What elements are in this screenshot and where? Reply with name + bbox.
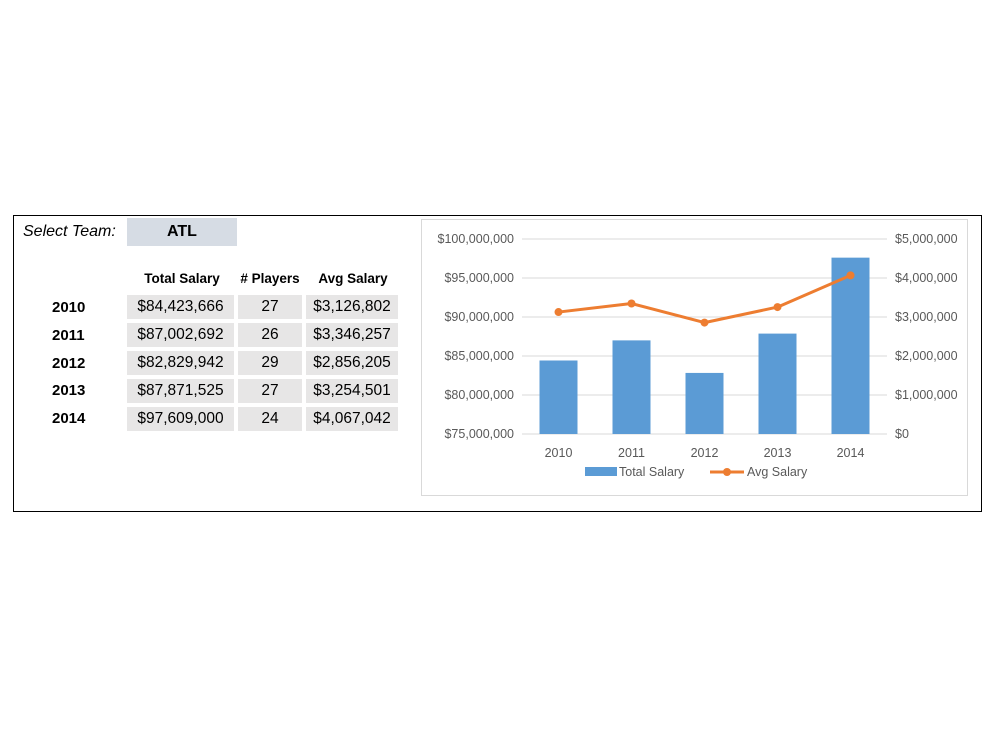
left-axis-tick-label: $95,000,000 — [444, 271, 514, 285]
left-axis-tick-label: $85,000,000 — [444, 349, 514, 363]
team-salary-panel: Select Team: ATL Total Salary # Players … — [13, 215, 982, 512]
total-salary-cell: $97,609,000 — [127, 407, 234, 431]
x-axis-tick-label: 2011 — [618, 446, 645, 460]
avg-salary-cell: $3,254,501 — [306, 379, 398, 403]
bar-total-salary — [539, 360, 578, 434]
left-axis-tick-label: $80,000,000 — [444, 388, 514, 402]
avg-salary-point — [554, 308, 563, 317]
legend-label-avg-salary: Avg Salary — [747, 465, 808, 479]
left-axis-tick-label: $100,000,000 — [438, 232, 515, 246]
x-axis-tick-label: 2010 — [545, 446, 573, 460]
legend-label-total-salary: Total Salary — [619, 465, 685, 479]
right-axis-tick-label: $3,000,000 — [895, 310, 958, 324]
legend-swatch-total-salary — [585, 467, 617, 476]
x-axis-tick-label: 2014 — [837, 446, 865, 460]
row-year-2011: 2011 — [52, 327, 85, 344]
axis-labels: $75,000,000 $80,000,000 $85,000,000 $90,000… — [438, 232, 958, 460]
row-year-2010: 2010 — [52, 299, 86, 316]
legend-marker-avg-salary — [723, 468, 731, 476]
avg-salary-point — [700, 318, 709, 327]
right-axis-tick-label: $0 — [895, 427, 909, 441]
team-select-cell[interactable]: ATL — [127, 218, 237, 246]
bar-total-salary — [685, 372, 724, 434]
avg-salary-cell: $4,067,042 — [306, 407, 398, 431]
players-cell: 27 — [238, 295, 302, 319]
bar-series-total-salary — [539, 257, 870, 434]
avg-salary-point — [773, 303, 782, 312]
total-salary-cell: $84,423,666 — [127, 295, 234, 319]
total-salary-cell: $87,002,692 — [127, 323, 234, 347]
row-year-2014: 2014 — [52, 410, 86, 427]
players-cell: 26 — [238, 323, 302, 347]
line-series-avg-salary — [554, 271, 855, 327]
avg-salary-line — [558, 274, 852, 325]
avg-salary-cell: $2,856,205 — [306, 351, 398, 375]
salary-chart: $75,000,000 $80,000,000 $85,000,000 $90,000… — [421, 219, 968, 496]
right-axis-tick-label: $1,000,000 — [895, 388, 958, 402]
players-cell: 24 — [238, 407, 302, 431]
header-players: # Players — [240, 271, 300, 286]
right-axis-tick-label: $5,000,000 — [895, 232, 958, 246]
bar-total-salary — [831, 257, 870, 434]
chart-legend: Total Salary Avg Salary — [585, 465, 808, 479]
x-axis-tick-label: 2012 — [691, 446, 719, 460]
header-avg-salary: Avg Salary — [318, 271, 388, 286]
players-cell: 27 — [238, 379, 302, 403]
avg-salary-cell: $3,126,802 — [306, 295, 398, 319]
header-total-salary: Total Salary — [144, 271, 220, 286]
salary-chart-svg: $75,000,000 $80,000,000 $85,000,000 $90,000… — [438, 232, 958, 479]
players-cell: 29 — [238, 351, 302, 375]
row-year-2013: 2013 — [52, 382, 86, 399]
avg-salary-point — [846, 271, 855, 280]
x-axis-tick-label: 2013 — [764, 446, 792, 460]
gridlines — [522, 238, 887, 435]
total-salary-cell: $87,871,525 — [127, 379, 234, 403]
row-year-2012: 2012 — [52, 355, 86, 372]
left-axis-tick-label: $90,000,000 — [444, 310, 514, 324]
total-salary-cell: $82,829,942 — [127, 351, 234, 375]
left-axis-tick-label: $75,000,000 — [444, 427, 514, 441]
right-axis-tick-label: $4,000,000 — [895, 271, 958, 285]
bar-total-salary — [758, 333, 797, 434]
avg-salary-cell: $3,346,257 — [306, 323, 398, 347]
select-team-label: Select Team: — [23, 223, 116, 240]
avg-salary-point — [627, 299, 636, 308]
bar-total-salary — [612, 340, 651, 434]
right-axis-tick-label: $2,000,000 — [895, 349, 958, 363]
